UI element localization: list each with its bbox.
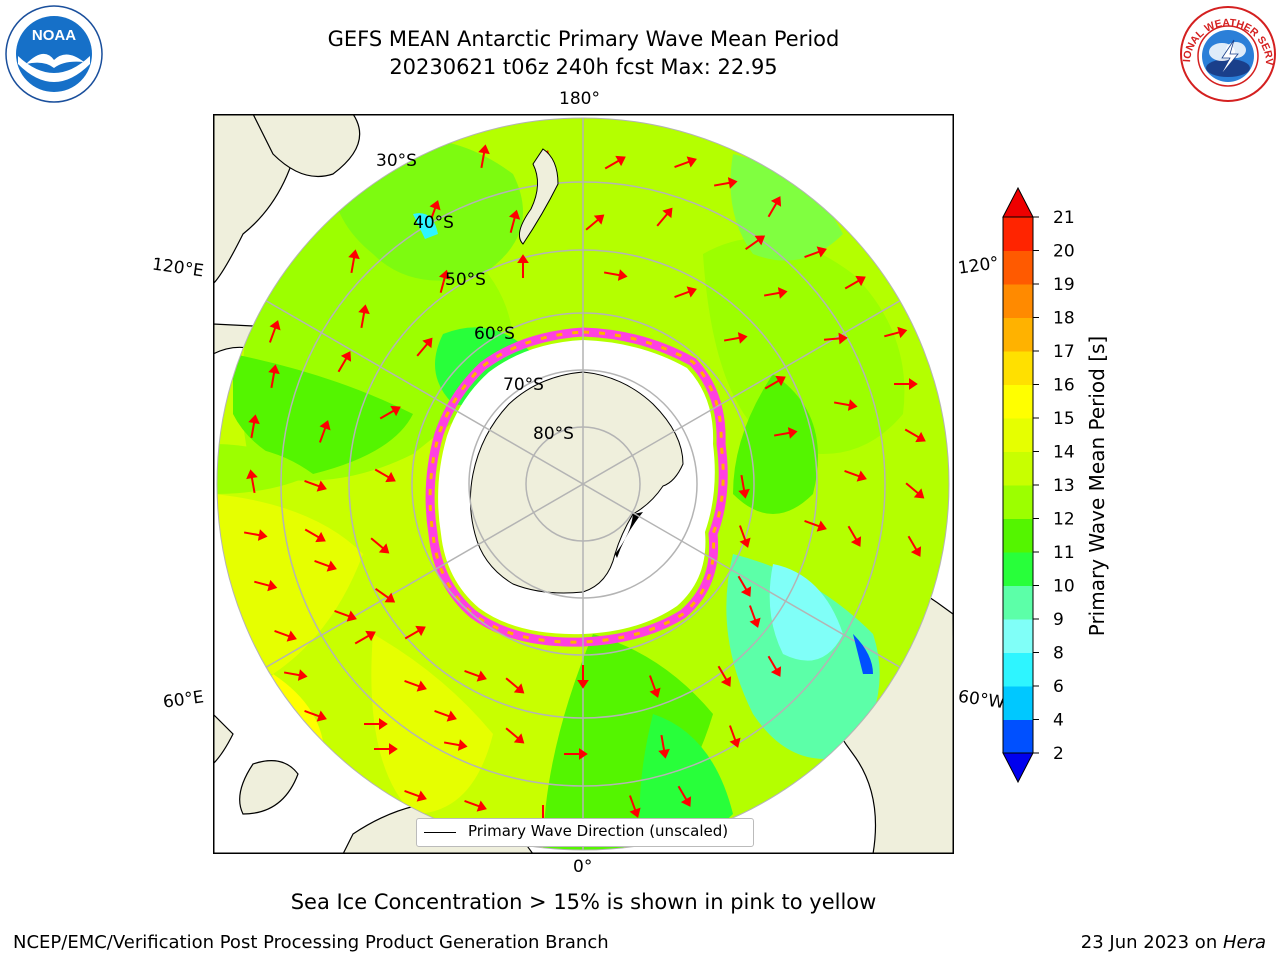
colorbar-segment xyxy=(1003,619,1033,653)
colorbar-segment xyxy=(1003,585,1033,620)
colorbar-segment xyxy=(1003,217,1033,251)
colorbar-tick-label: 9 xyxy=(1053,610,1064,630)
colorbar-segment xyxy=(1003,351,1033,385)
colorbar-segment xyxy=(1003,719,1033,754)
colorbar-segment xyxy=(1003,552,1033,586)
colorbar-title: Primary Wave Mean Period [s] xyxy=(1085,335,1109,637)
lon-label-60e: 60°E xyxy=(161,687,206,713)
colorbar-tick-label: 21 xyxy=(1053,208,1075,228)
lat-label-80s: 80°S xyxy=(533,424,574,444)
colorbar-ticks: 2 4 6 8 9 10 11 12 13 14 15 16 17 18 19 20 21 xyxy=(1033,208,1075,764)
lon-label-120w: 120° xyxy=(956,253,1001,279)
colorbar-tick-label: 2 xyxy=(1053,744,1064,764)
noaa-logo-text: NOAA xyxy=(32,27,76,44)
noaa-logo: NOAA xyxy=(5,5,103,103)
colorbar-segment xyxy=(1003,250,1033,285)
legend-label: Primary Wave Direction (unscaled) xyxy=(468,822,729,840)
colorbar-segment xyxy=(1003,317,1033,352)
footer-date-text: 23 Jun 2023 on xyxy=(1080,932,1223,953)
lon-label-180: 180° xyxy=(559,89,600,109)
colorbar-tick-label: 14 xyxy=(1053,443,1075,463)
colorbar-tick-label: 15 xyxy=(1053,409,1075,429)
footer-date: 23 Jun 2023 on Hera xyxy=(1081,932,1266,953)
colorbar-tick-label: 6 xyxy=(1053,677,1064,697)
colorbar-tick-label: 16 xyxy=(1053,376,1075,396)
legend-line-sample xyxy=(424,832,456,833)
footer-credit: NCEP/EMC/Verification Post Processing Pr… xyxy=(13,932,609,953)
colorbar-tick-label: 19 xyxy=(1053,275,1075,295)
colorbar-tick-label: 12 xyxy=(1053,510,1075,530)
map-legend: Primary Wave Direction (unscaled) xyxy=(416,818,754,847)
antarctica-land xyxy=(469,371,684,594)
graticule xyxy=(217,118,949,850)
colorbar-segments xyxy=(1002,186,1034,784)
colorbar-segment xyxy=(1003,485,1033,519)
colorbar-tick-label: 4 xyxy=(1053,711,1064,731)
colorbar-tick-label: 8 xyxy=(1053,644,1064,664)
colorbar-tick-label: 11 xyxy=(1053,543,1075,563)
map-subtitle: 20230621 t06z 240h fcst Max: 22.95 xyxy=(389,55,778,79)
colorbar-tick-label: 10 xyxy=(1053,577,1075,597)
footer-host: Hera xyxy=(1222,932,1266,953)
sea-ice-note: Sea Ice Concentration > 15% is shown in … xyxy=(290,890,877,914)
lat-label-30s: 30°S xyxy=(376,151,417,171)
colorbar-tick-label: 17 xyxy=(1053,342,1075,362)
nws-logo: NATIONAL WEATHER SERVICE xyxy=(1178,4,1276,102)
colorbar-segment xyxy=(1003,518,1033,553)
antarctic-wave-period-map xyxy=(213,114,954,854)
lon-label-0: 0° xyxy=(573,857,593,877)
new-zealand xyxy=(518,148,559,245)
lon-label-120e: 120°E xyxy=(150,254,205,282)
colorbar-tick-label: 18 xyxy=(1053,309,1075,329)
colorbar-segment xyxy=(1003,384,1033,419)
wave-direction-arrows xyxy=(243,144,926,829)
colorbar-over-triangle xyxy=(1002,186,1034,218)
lat-label-50s: 50°S xyxy=(445,270,486,290)
lat-label-60s: 60°S xyxy=(474,324,515,344)
colorbar-segment xyxy=(1003,284,1033,318)
colorbar-tick-label: 20 xyxy=(1053,242,1075,262)
colorbar-segment xyxy=(1003,652,1033,687)
colorbar-segment xyxy=(1003,451,1033,486)
map-title: GEFS MEAN Antarctic Primary Wave Mean Pe… xyxy=(327,27,840,51)
colorbar-segment xyxy=(1003,686,1033,720)
colorbar-segment xyxy=(1003,418,1033,452)
colorbar-tick-label: 13 xyxy=(1053,476,1075,496)
lon-label-60w: 60°W xyxy=(956,686,1007,714)
lat-label-40s: 40°S xyxy=(413,213,454,233)
lat-label-70s: 70°S xyxy=(503,375,544,395)
colorbar-under-triangle xyxy=(1002,752,1034,784)
colorbar: 2 4 6 8 9 10 11 12 13 14 15 16 17 18 19 20 21 xyxy=(1002,186,1075,784)
